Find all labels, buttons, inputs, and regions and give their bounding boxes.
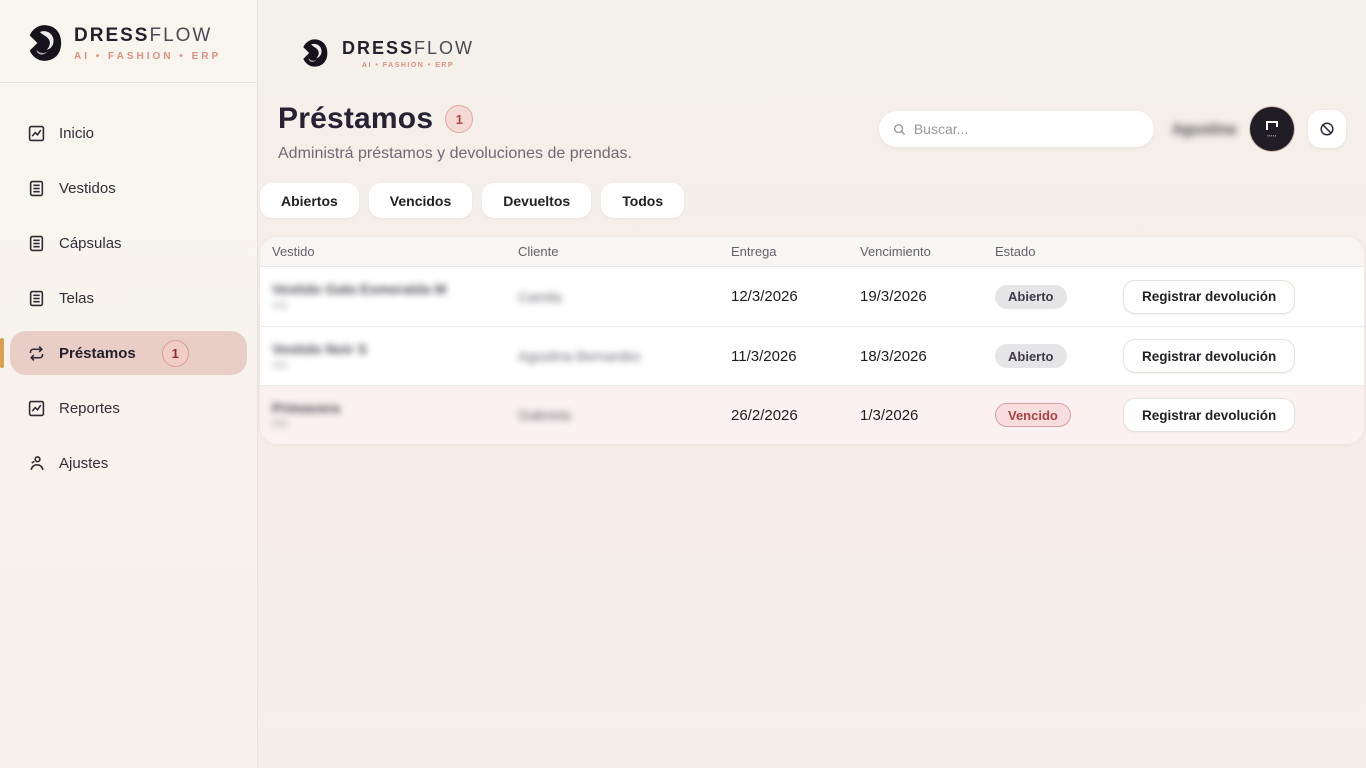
status-badge: Abierto [995, 284, 1067, 309]
filter-todos[interactable]: Todos [601, 183, 685, 218]
logout-button[interactable] [1308, 110, 1346, 148]
registrar-devolucion-button[interactable]: Registrar devolución [1123, 339, 1296, 373]
vestido-name: Vestido Gala Esmeralda M [272, 281, 447, 297]
sidebar-item-label: Vestidos [59, 179, 116, 197]
vestido-name: Primavera [272, 399, 340, 416]
sidebar-item-label: Telas [59, 289, 95, 307]
entrega-date: 12/3/2026 [731, 288, 798, 305]
cliente-name: Gabriela [518, 407, 571, 423]
avatar[interactable]: ▪▪▪▪▪ [1250, 107, 1294, 151]
vestido-code: PR [272, 418, 288, 431]
sidebar-item-telas[interactable]: Telas [10, 276, 247, 320]
sidebar-item-prestamos[interactable]: Préstamos 1 [0, 331, 247, 375]
brand-wordmark: DRESSFLOW [74, 24, 213, 46]
vencimiento-date: 18/3/2026 [860, 347, 927, 365]
repeat-icon [28, 345, 45, 362]
brand-tagline: AI • FASHION • ERP [74, 50, 222, 62]
filter-abiertos[interactable]: Abiertos [260, 183, 359, 218]
chart-icon [28, 125, 45, 142]
document-icon [28, 235, 45, 252]
cliente-name: Camila [518, 288, 562, 305]
loans-table: Vestido Cliente Entrega Vencimiento Esta… [260, 237, 1364, 444]
brand-tagline: AI • FASHION • ERP [361, 61, 455, 69]
main-content: DRESSFLOW AI • FASHION • ERP Préstamos 1… [258, 0, 1366, 768]
document-icon [28, 290, 45, 307]
filter-devueltos[interactable]: Devueltos [482, 183, 592, 218]
vencimiento-date: 19/3/2026 [860, 288, 927, 305]
brand-wordmark: DRESSFLOW [342, 37, 475, 58]
sidebar-item-reportes[interactable]: Reportes [10, 386, 247, 430]
entrega-date: 26/2/2026 [731, 406, 798, 424]
sidebar-item-label: Inicio [59, 124, 95, 142]
filter-vencidos[interactable]: Vencidos [368, 183, 473, 218]
table-header-row: Vestido Cliente Entrega Vencimiento Esta… [260, 237, 1364, 267]
table-row: Vestido Gala Esmeralda M VG Camila 12/3/… [260, 267, 1364, 326]
vestido-code: VG [272, 300, 288, 312]
sidebar-divider [0, 82, 257, 83]
entrega-date: 11/3/2026 [731, 347, 797, 365]
column-header-estado: Estado [995, 244, 1036, 259]
filter-bar: Abiertos Vencidos Devueltos Todos [258, 183, 1366, 218]
page-count-badge: 1 [445, 105, 474, 133]
status-badge: Vencido [995, 403, 1071, 427]
sidebar-item-label: Cápsulas [59, 234, 122, 252]
page-title: Préstamos [278, 102, 434, 135]
vencimiento-date: 1/3/2026 [860, 406, 919, 424]
sidebar-item-label: Préstamos [59, 344, 136, 362]
column-header-cliente: Cliente [518, 244, 559, 259]
status-badge: Abierto [995, 344, 1067, 368]
active-accent-bar [0, 338, 4, 368]
sidebar-nav: Inicio Vestidos Cápsulas Telas Présta [0, 111, 257, 485]
avatar-microtext: ▪▪▪▪▪ [1267, 133, 1277, 138]
sidebar-brand: DRESSFLOW AI • FASHION • ERP [0, 0, 257, 82]
column-header-vencimiento: Vencimiento [860, 244, 931, 259]
registrar-devolucion-button[interactable]: Registrar devolución [1123, 279, 1296, 314]
avatar-logo-icon [1266, 121, 1278, 130]
chart-icon [28, 400, 45, 417]
sidebar-item-capsulas[interactable]: Cápsulas [10, 221, 247, 265]
prestamos-count-badge: 1 [161, 339, 189, 367]
username-label: Agustina [1171, 120, 1236, 138]
sidebar-item-inicio[interactable]: Inicio [10, 111, 247, 155]
column-header-vestido: Vestido [272, 244, 315, 259]
sidebar-item-label: Reportes [59, 399, 120, 417]
table-row: Primavera PR Gabriela 26/2/2026 1/3/2026… [260, 385, 1364, 444]
page-header: Préstamos 1 Administrá préstamos y devol… [258, 86, 1366, 163]
vestido-name: Vestido Noir S [272, 340, 367, 357]
main-header-brand: DRESSFLOW AI • FASHION • ERP [258, 0, 1366, 86]
page-subtitle: Administrá préstamos y devoluciones de p… [278, 145, 632, 162]
search-icon [893, 123, 905, 135]
column-header-entrega: Entrega [731, 244, 777, 259]
sidebar-item-label: Ajustes [59, 454, 109, 472]
table-row: Vestido Noir S VN Agustina Bernardez 11/… [260, 326, 1364, 385]
document-icon [28, 180, 45, 197]
search-box[interactable] [878, 111, 1154, 147]
sidebar-item-ajustes[interactable]: Ajustes [10, 441, 247, 485]
dressflow-logo-icon [29, 25, 62, 61]
dressflow-logo-icon [303, 39, 328, 67]
sidebar: DRESSFLOW AI • FASHION • ERP Inicio Vest… [0, 0, 258, 768]
registrar-devolucion-button[interactable]: Registrar devolución [1123, 398, 1296, 432]
vestido-code: VN [272, 359, 288, 372]
cliente-name: Agustina Bernardez [518, 348, 641, 364]
ban-icon [1320, 122, 1334, 136]
search-input[interactable] [913, 121, 1140, 137]
sidebar-item-vestidos[interactable]: Vestidos [10, 166, 247, 210]
person-icon [28, 455, 45, 472]
